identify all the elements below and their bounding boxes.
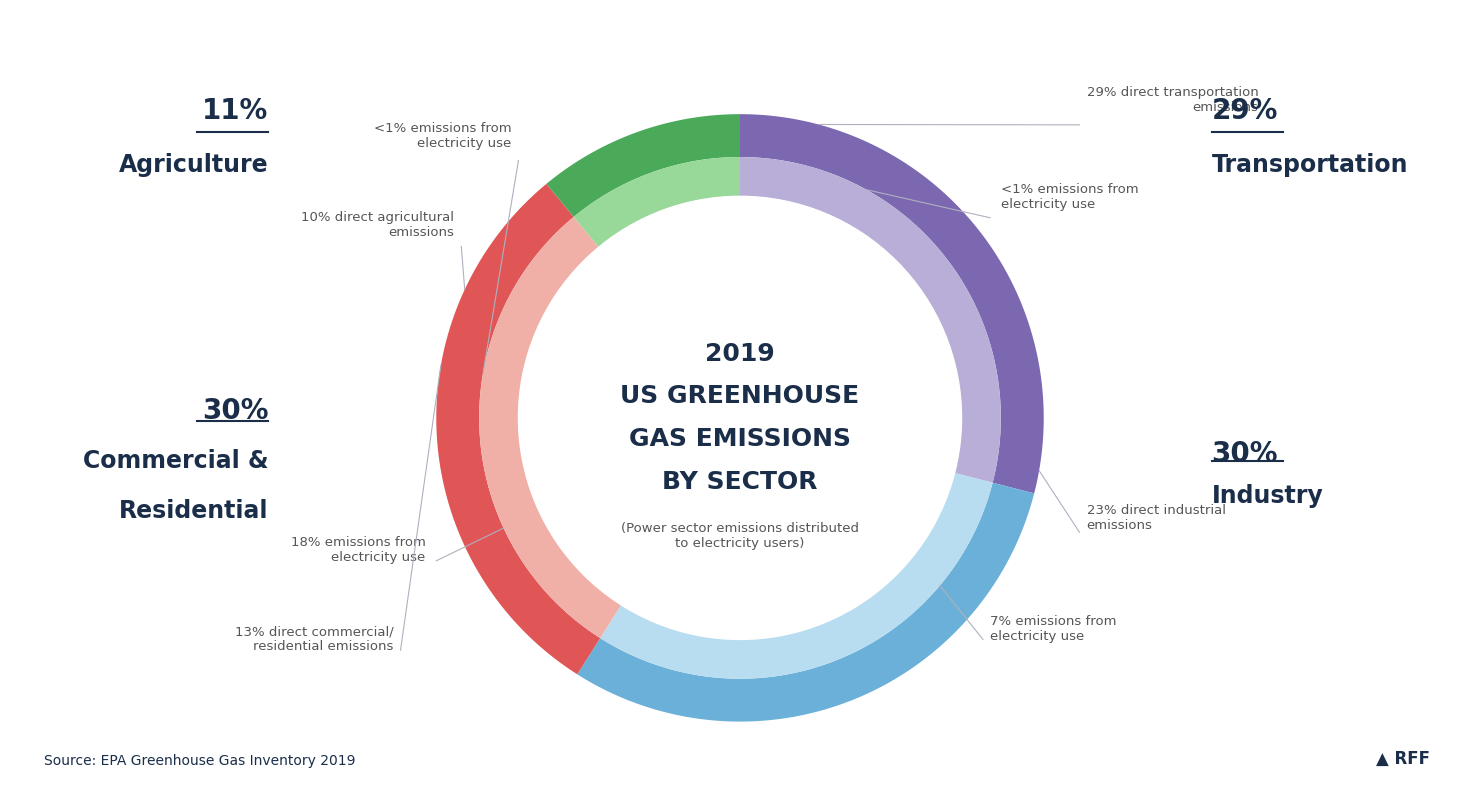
Polygon shape xyxy=(740,157,1000,482)
Text: 10% direct agricultural
emissions: 10% direct agricultural emissions xyxy=(300,211,454,239)
Polygon shape xyxy=(546,114,740,217)
Text: 30%: 30% xyxy=(1212,439,1279,467)
Polygon shape xyxy=(601,473,993,678)
Text: <1% emissions from
electricity use: <1% emissions from electricity use xyxy=(373,122,511,150)
Text: 29% direct transportation
emissions: 29% direct transportation emissions xyxy=(1086,86,1258,114)
Text: 23% direct industrial
emissions: 23% direct industrial emissions xyxy=(1086,504,1225,532)
Text: 18% emissions from
electricity use: 18% emissions from electricity use xyxy=(290,536,426,564)
Text: Residential: Residential xyxy=(118,498,268,522)
Text: 29%: 29% xyxy=(1212,97,1279,125)
Text: US GREENHOUSE: US GREENHOUSE xyxy=(620,385,860,409)
Text: Transportation: Transportation xyxy=(1212,125,1407,177)
Text: Commercial &: Commercial & xyxy=(83,449,268,473)
Text: (Power sector emissions distributed
to electricity users): (Power sector emissions distributed to e… xyxy=(622,522,858,550)
Text: BY SECTOR: BY SECTOR xyxy=(662,470,818,494)
Text: 11%: 11% xyxy=(203,97,268,125)
Text: GAS EMISSIONS: GAS EMISSIONS xyxy=(629,427,851,451)
Polygon shape xyxy=(577,482,1035,722)
Text: ▲ RFF: ▲ RFF xyxy=(1376,750,1430,768)
Text: 13% direct commercial/
residential emissions: 13% direct commercial/ residential emiss… xyxy=(235,626,394,654)
Text: 2019: 2019 xyxy=(704,342,776,366)
Circle shape xyxy=(518,196,962,639)
Polygon shape xyxy=(574,157,740,247)
Polygon shape xyxy=(437,184,601,674)
Text: Agriculture: Agriculture xyxy=(118,125,268,177)
Text: Industry: Industry xyxy=(1212,485,1323,509)
Text: Source: EPA Greenhouse Gas Inventory 2019: Source: EPA Greenhouse Gas Inventory 201… xyxy=(44,754,355,768)
Text: 7% emissions from
electricity use: 7% emissions from electricity use xyxy=(990,614,1116,642)
Polygon shape xyxy=(740,114,1043,494)
Text: 30%: 30% xyxy=(201,397,268,425)
Text: <1% emissions from
electricity use: <1% emissions from electricity use xyxy=(1000,182,1138,210)
Polygon shape xyxy=(480,217,622,638)
